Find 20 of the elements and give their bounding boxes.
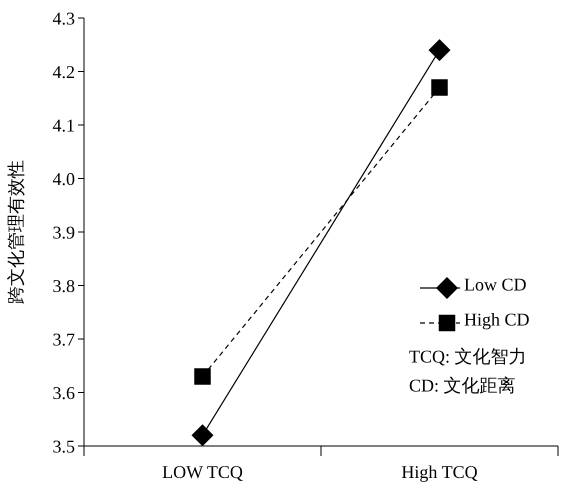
- y-tick-label: 3.6: [52, 382, 75, 403]
- point: [428, 39, 450, 62]
- legend-label: Low CD: [464, 274, 526, 294]
- legend-label: High CD: [464, 309, 530, 330]
- y-tick-label: 3.5: [52, 436, 75, 456]
- annotation: CD: 文化距离: [409, 375, 516, 396]
- point: [431, 79, 448, 96]
- y-tick-label: 3.7: [52, 329, 75, 350]
- point: [192, 424, 214, 446]
- point: [194, 368, 211, 385]
- y-tick-label: 4.0: [52, 168, 75, 189]
- y-tick-label: 4.2: [52, 62, 75, 82]
- y-tick-label: 3.8: [52, 276, 75, 296]
- y-axis-title: 跨文化管理有效性: [6, 160, 26, 304]
- y-tick-label: 4.1: [52, 115, 75, 136]
- y-tick-label: 3.9: [52, 222, 75, 242]
- annotation: TCQ: 文化智力: [409, 346, 527, 366]
- x-tick-label: LOW TCQ: [162, 462, 243, 482]
- x-tick-label: High TCQ: [401, 462, 478, 482]
- y-tick-label: 4.3: [52, 8, 75, 28]
